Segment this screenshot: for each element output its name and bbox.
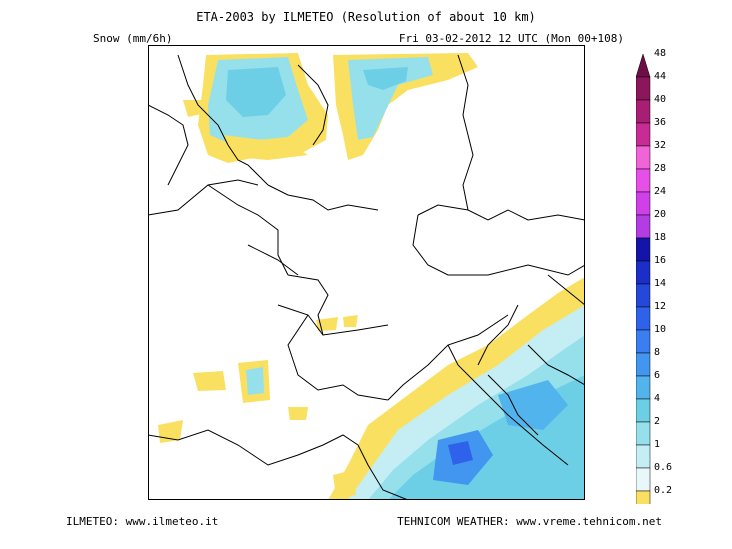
legend-label-10: 10 [654,324,667,335]
legend-swatch-20 [636,214,651,239]
legend-label-0.2: 0.2 [654,485,673,496]
legend-label-24: 24 [654,186,667,197]
snow-field-baltic [333,53,478,160]
legend-label-8: 8 [654,347,661,358]
legend-swatch-36 [636,122,651,147]
legend-swatch-4 [636,398,651,423]
footer-tehnicom: TEHNICOM WEATHER: www.vreme.tehnicom.net [397,515,662,528]
legend-label-36: 36 [654,117,667,128]
legend-label-48: 48 [654,48,667,59]
legend-label-2: 2 [654,416,661,427]
snow-field-north [183,53,328,163]
legend-swatch-32 [636,145,651,170]
legend-label-4: 4 [654,393,661,404]
legend-label-6: 6 [654,370,661,381]
legend-label-12: 12 [654,301,667,312]
legend-label-14: 14 [654,278,667,289]
legend-swatch-0.2 [636,490,651,504]
legend-label-16: 16 [654,255,667,266]
color-legend: 48 44 40 36 32 28 24 20 18 16 14 12 10 8 6 4 2 1 0.6 0.2 [636,44,716,504]
snowfall-map [148,45,585,500]
legend-swatch-2 [636,421,651,446]
legend-label-32: 32 [654,140,667,151]
legend-swatch-10 [636,329,651,354]
footer-ilmeteo: ILMETEO: www.ilmeteo.it [66,515,219,528]
legend-swatch-12 [636,306,651,331]
legend-swatch-18 [636,237,651,262]
legend-swatch-6 [636,375,651,400]
legend-swatch-44 [636,76,651,101]
map-title: ETA-2003 by ILMETEO (Resolution of about… [196,10,536,24]
variable-label: Snow (mm/6h) [93,32,173,45]
legend-label-1: 1 [654,439,661,450]
legend-label-20: 20 [654,209,667,220]
legend-colorbar [636,53,651,504]
legend-swatch-16 [636,260,651,285]
legend-swatch-24 [636,191,651,216]
legend-swatch-14 [636,283,651,308]
legend-swatch-1 [636,444,651,469]
legend-label-18: 18 [654,232,667,243]
legend-label-44: 44 [654,71,667,82]
legend-swatch-28 [636,168,651,193]
legend-label-40: 40 [654,94,667,105]
legend-label-28: 28 [654,163,667,174]
map-frame-border [148,45,585,500]
legend-swatch-40 [636,99,651,124]
legend-swatch-0.6 [636,467,651,492]
legend-label-0.6: 0.6 [654,462,673,473]
legend-swatch-48 [636,53,651,78]
country-borders [148,54,585,500]
legend-swatch-8 [636,352,651,377]
forecast-run-info: Fri 03-02-2012 12 UTC (Mon 00+108) [398,32,624,45]
snow-field-south [328,277,585,500]
